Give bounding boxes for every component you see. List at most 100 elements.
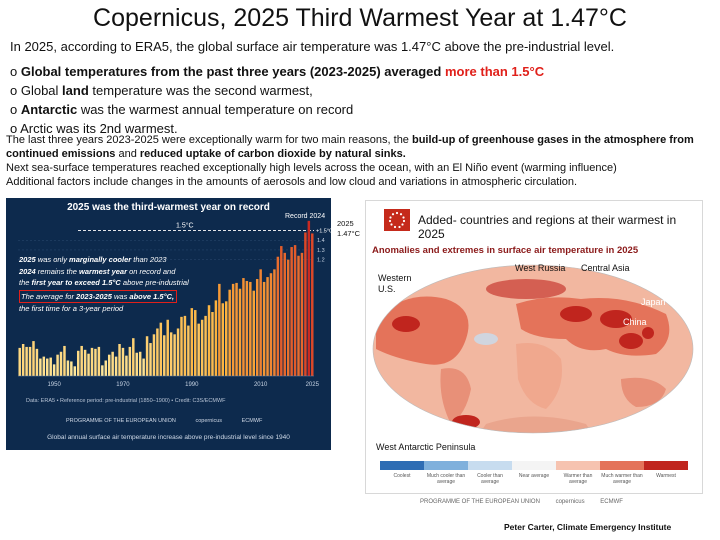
bar-2010	[259, 269, 262, 376]
side-value: 1.47°C	[337, 229, 361, 238]
legend-swatch	[644, 461, 688, 470]
bar-1987	[180, 316, 183, 376]
bullet-list: o Global temperatures from the past thre…	[10, 62, 710, 138]
legend-swatch	[556, 461, 600, 470]
bar-1962	[94, 348, 97, 376]
x-tick-label: 1950	[47, 382, 61, 388]
bar-1974	[135, 352, 138, 376]
western-us-hotspot	[392, 316, 420, 332]
chart-logos: PROGRAMME OF THE EUROPEAN UNION copernic…	[66, 418, 280, 424]
bar-2012	[266, 277, 269, 376]
bar-1981	[159, 322, 163, 376]
bar-1967	[111, 351, 114, 376]
bar-2017	[283, 252, 286, 376]
bar-2002	[231, 283, 235, 376]
bar-2007	[249, 281, 252, 376]
bar-2009	[255, 279, 259, 376]
bar-1985	[173, 334, 176, 376]
bar-2025	[311, 233, 314, 376]
bar-1954	[66, 360, 70, 376]
bar-1975	[138, 351, 142, 376]
chart-footer: Global annual surface air temperature in…	[47, 434, 290, 441]
legend-label: Much warmer than average	[601, 473, 643, 485]
eu-flag-icon	[384, 209, 410, 231]
bar-1952	[59, 351, 63, 376]
bar-2013	[269, 273, 273, 376]
label-west-russia: West Russia	[515, 263, 566, 273]
annotation-line-4: The average for 2023-2025 was above 1.5°…	[21, 292, 175, 301]
x-tick-label: 1970	[116, 382, 130, 388]
bar-2003	[235, 282, 238, 376]
bar-2019	[290, 247, 293, 376]
threshold-tag: +1.5°C	[316, 229, 331, 235]
bullet-antarctic: o Antarctic was the warmest annual tempe…	[10, 102, 354, 117]
bar-1944	[32, 341, 35, 376]
side-2025-label: 2025 1.47°C	[337, 219, 360, 239]
annotation-line-3: the first year to exceed 1.5°C above pre…	[19, 278, 189, 287]
map-logos: PROGRAMME OF THE EUROPEAN UNION copernic…	[420, 499, 637, 505]
label-western-us: Western U.S.	[378, 273, 412, 294]
y-tick-label: 1.3	[317, 248, 325, 254]
bar-1951	[56, 354, 59, 376]
bar-1960	[87, 353, 90, 376]
copernicus-logo-2: copernicus	[555, 499, 585, 505]
added-regions-text: Added- countries and regions at their wa…	[418, 213, 677, 241]
slide-title: Copernicus, 2025 Third Warmest Year at 1…	[93, 4, 627, 32]
bar-1997	[214, 300, 218, 376]
y-tick-label: 1.4	[317, 238, 325, 244]
bar-2016	[280, 246, 283, 376]
bar-1986	[176, 328, 180, 376]
bar-1969	[118, 344, 121, 376]
bar-2000	[224, 301, 228, 376]
map-title: Anomalies and extremes in surface air te…	[372, 245, 639, 256]
china-hotspot	[619, 333, 643, 349]
bar-1970	[121, 347, 125, 376]
bar-1959	[83, 349, 87, 376]
bar-chart: 1.4 1.3 1.2 1.5°C +1.5°C 1950 1970 1990 2010 2025	[18, 220, 331, 388]
bar-1957	[76, 350, 80, 376]
map-panel: Added- countries and regions at their wa…	[365, 200, 703, 494]
x-tick-label: 2010	[254, 382, 268, 388]
legend-label: Near average	[518, 473, 550, 479]
bullet-arctic: o Arctic was its 2nd warmest.	[10, 121, 178, 136]
para-line-1: The last three years 2023-2025 were exce…	[6, 134, 694, 160]
x-tick-label: 1990	[185, 382, 199, 388]
bar-1945	[35, 348, 39, 376]
bar-1983	[166, 319, 169, 376]
bar-1961	[90, 347, 94, 376]
legend-label: Coolest	[393, 473, 411, 479]
bar-2008	[252, 290, 256, 376]
y-tick-label: 1.2	[317, 258, 325, 264]
bar-1953	[63, 345, 66, 376]
antarctica-region	[476, 416, 596, 433]
bar-1943	[28, 346, 32, 376]
bar-2020	[293, 245, 297, 376]
legend-label: Warmest	[656, 473, 676, 479]
bar-1968	[114, 356, 118, 376]
annotation-line-1: 2025 was only marginally cooler than 202…	[19, 255, 167, 264]
legend-swatch	[600, 461, 644, 470]
bar-2022	[300, 252, 304, 376]
antarctic-peninsula-hotspot	[452, 415, 480, 429]
africa-region	[516, 343, 562, 409]
bar-2005	[242, 278, 245, 376]
bar-1942	[25, 346, 28, 376]
side-year: 2025	[337, 219, 354, 228]
legend-label: Cooler than average	[477, 473, 503, 485]
bar-1989	[187, 325, 190, 376]
bullet-land: o Global land temperature was the second…	[10, 83, 313, 98]
bar-1972	[128, 346, 132, 376]
legend-swatch	[468, 461, 512, 470]
eu-programme-logo: PROGRAMME OF THE EUROPEAN UNION	[66, 418, 176, 424]
bar-2015	[276, 256, 280, 376]
bar-1992	[197, 323, 200, 376]
bar-2004	[238, 288, 242, 376]
bar-2021	[297, 255, 300, 376]
bar-2011	[262, 281, 266, 376]
bar-1993	[200, 319, 204, 376]
bar-1950	[52, 364, 56, 376]
bar-1978	[149, 343, 152, 376]
bar-1999	[221, 303, 225, 376]
bar-1964	[101, 365, 104, 376]
annotation-line-5: the first time for a 3-year period	[19, 304, 124, 313]
